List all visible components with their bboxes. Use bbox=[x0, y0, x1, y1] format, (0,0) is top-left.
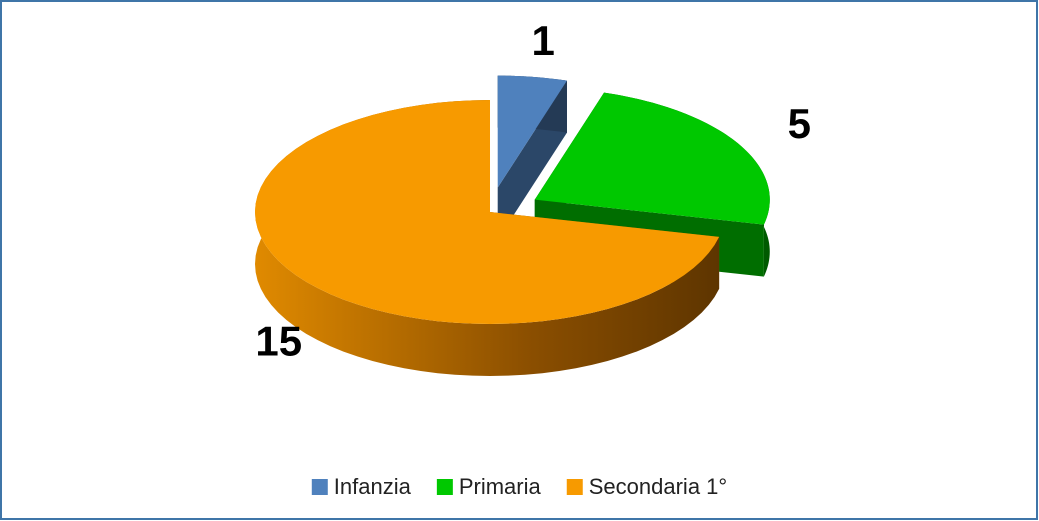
legend-swatch bbox=[311, 479, 328, 495]
data-label: 5 bbox=[788, 100, 811, 147]
legend: Infanzia Primaria Secondaria 1° bbox=[311, 474, 727, 499]
data-label: 1 bbox=[532, 17, 555, 64]
data-label: 15 bbox=[255, 317, 302, 364]
legend-label: Infanzia bbox=[334, 474, 412, 499]
pie-slice bbox=[255, 100, 720, 376]
slice-top bbox=[255, 100, 720, 324]
pie-slice bbox=[497, 75, 567, 240]
legend-swatch bbox=[436, 479, 453, 495]
slice-top bbox=[497, 75, 567, 188]
legend-label: Secondaria 1° bbox=[589, 474, 727, 499]
slice-top bbox=[534, 92, 770, 225]
legend-label: Primaria bbox=[459, 474, 542, 499]
pie-slice bbox=[534, 92, 770, 277]
legend-swatch bbox=[566, 479, 583, 495]
